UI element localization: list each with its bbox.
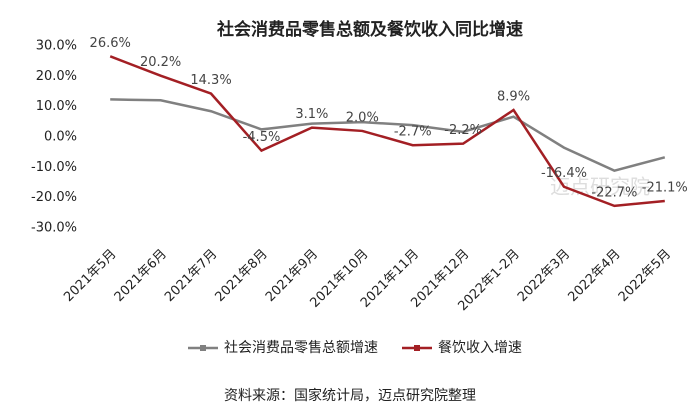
data-label: 26.6% <box>90 36 131 51</box>
y-tick-label: 20.0% <box>36 69 77 84</box>
data-label: -2.7% <box>394 125 432 140</box>
series-line <box>109 55 665 208</box>
x-tick-label: 2022年3月 <box>515 247 573 305</box>
x-tick-label: 2022年5月 <box>616 247 674 305</box>
chart-title: 社会消费品零售总额及餐饮收入同比增速 <box>216 19 523 40</box>
data-label: -22.7% <box>591 185 637 200</box>
y-tick-label: -20.0% <box>31 190 77 205</box>
x-tick-label: 2022年4月 <box>565 247 623 305</box>
data-label: -4.5% <box>243 130 281 145</box>
data-label: 2.0% <box>346 110 379 125</box>
data-label: 8.9% <box>497 90 530 105</box>
y-tick-label: -30.0% <box>31 221 77 236</box>
data-label: 20.2% <box>140 55 181 70</box>
y-tick-label: -10.0% <box>31 160 77 175</box>
data-label: -16.4% <box>541 166 587 181</box>
data-label: 14.3% <box>190 73 231 88</box>
legend-marker <box>414 345 420 351</box>
data-label: -21.1% <box>642 181 688 196</box>
data-label: 3.1% <box>295 107 328 122</box>
y-tick-label: 30.0% <box>36 39 77 54</box>
y-tick-label: 10.0% <box>36 99 77 114</box>
x-tick-label: 2021年8月 <box>213 247 271 305</box>
data-label: -2.2% <box>444 123 482 138</box>
source-note: 资料来源：国家统计局，迈点研究院整理 <box>224 387 476 404</box>
legend-marker <box>200 345 206 351</box>
x-tick-label: 2021年7月 <box>162 247 220 305</box>
legend-label: 社会消费品零售总额增速 <box>224 340 378 356</box>
y-tick-label: 0.0% <box>44 130 77 145</box>
series-line <box>110 98 666 172</box>
x-tick-label: 2021年5月 <box>61 247 119 305</box>
x-tick-label: 2021年6月 <box>112 247 170 305</box>
legend-label: 餐饮收入增速 <box>438 340 522 356</box>
